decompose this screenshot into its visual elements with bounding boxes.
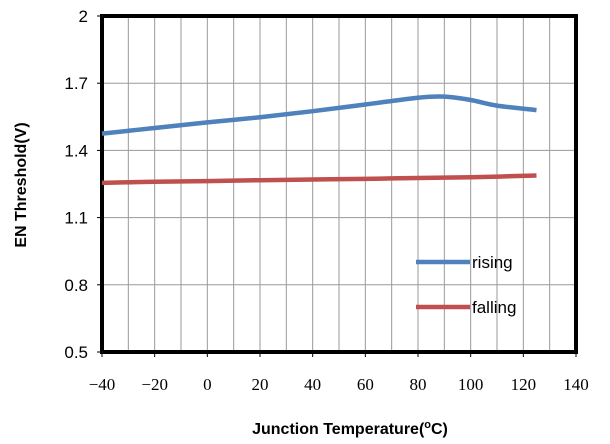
grid-lines xyxy=(102,16,576,352)
x-tick-label: 140 xyxy=(563,375,589,394)
x-tick-label: −20 xyxy=(141,375,168,394)
x-tick-label: 20 xyxy=(252,375,269,394)
legend: rising falling xyxy=(416,253,516,317)
x-tick-label: 120 xyxy=(511,375,537,394)
series-line-falling xyxy=(101,173,537,186)
y-tick-label: 1.1 xyxy=(64,209,88,228)
y-tick-label: 1.7 xyxy=(64,74,88,93)
x-tick-label: 80 xyxy=(410,375,427,394)
legend-label-falling: falling xyxy=(472,298,516,317)
y-tick-label: 1.4 xyxy=(64,141,88,160)
x-tick-label: 100 xyxy=(458,375,484,394)
x-tick-label: 60 xyxy=(357,375,374,394)
x-tick-label: −40 xyxy=(89,375,116,394)
y-axis-ticks: 0.5 0.8 1.1 1.4 1.7 2 xyxy=(64,7,102,362)
x-tick-label: 40 xyxy=(304,375,321,394)
y-tick-label: 2 xyxy=(79,7,88,26)
y-tick-label: 0.5 xyxy=(64,343,88,362)
series-line-rising xyxy=(101,94,537,136)
x-axis-label: Junction Temperature(oC) xyxy=(252,419,448,438)
legend-label-rising: rising xyxy=(472,253,513,272)
x-tick-label: 0 xyxy=(203,375,212,394)
y-tick-label: 0.8 xyxy=(64,276,88,295)
x-axis-ticks: −40 −20 0 20 40 60 80 100 120 140 xyxy=(89,352,589,394)
series-group xyxy=(101,94,537,186)
plot-area-border xyxy=(100,14,578,354)
y-axis-label: EN Threshold(V) xyxy=(13,122,30,247)
